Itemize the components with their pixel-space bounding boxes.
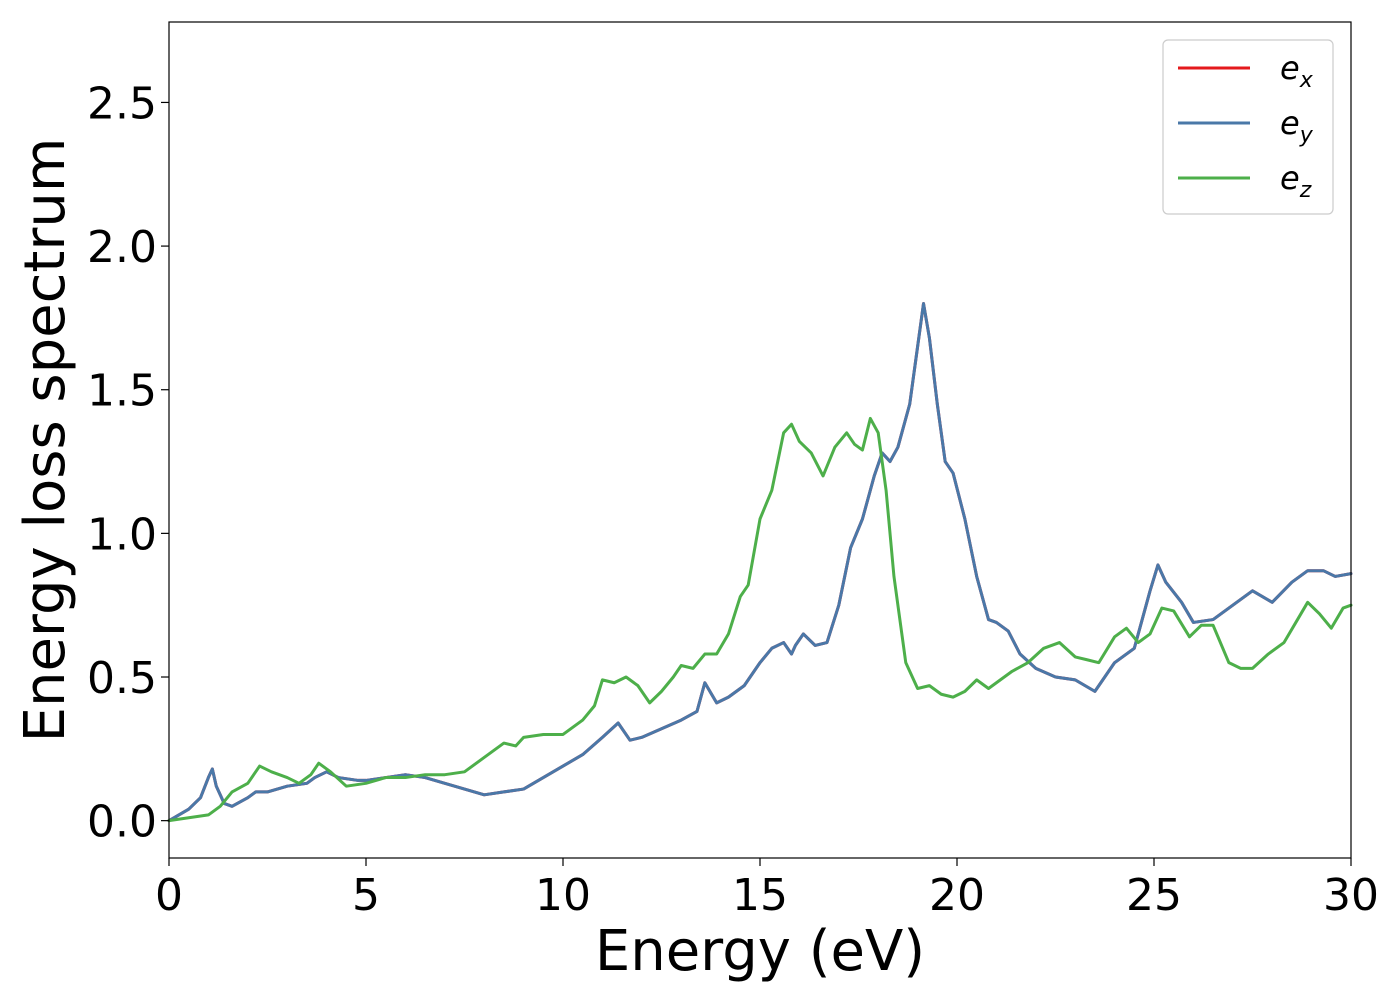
- legend-box: [1162, 39, 1334, 215]
- legend-label-ey: ey: [1280, 104, 1314, 148]
- series-line-ez: [167, 416, 1353, 823]
- x-tick-label: 25: [1126, 870, 1182, 921]
- y-tick-label: 1.5: [87, 366, 157, 417]
- x-tick-label: 30: [1323, 870, 1379, 921]
- y-tick-label: 2.5: [87, 78, 157, 129]
- y-axis-label: Energy loss spectrum: [13, 138, 78, 743]
- x-tick-label: 20: [929, 870, 985, 921]
- legend-label-ez: ez: [1280, 159, 1312, 203]
- legend-entries: ex ey ez: [1178, 49, 1314, 203]
- y-tick-label: 0.0: [87, 797, 157, 848]
- y-tick-label: 1.0: [87, 509, 157, 560]
- x-tick-label: 15: [732, 870, 788, 921]
- x-axis: 0 5 10 15 20 25 30: [155, 858, 1379, 921]
- y-tick-label: 2.0: [87, 222, 157, 273]
- x-tick-label: 5: [352, 870, 380, 921]
- series-line-ey: [167, 302, 1353, 823]
- series-line-ex: [167, 302, 1353, 823]
- legend: ex ey ez: [1162, 39, 1334, 215]
- x-tick-label: 0: [155, 870, 183, 921]
- y-tick-label: 0.5: [87, 653, 157, 704]
- series-layer: [167, 302, 1353, 823]
- x-axis-label: Energy (eV): [595, 919, 925, 984]
- legend-label-ex: ex: [1280, 49, 1314, 93]
- x-tick-label: 10: [535, 870, 591, 921]
- y-axis: 0.0 0.5 1.0 1.5 2.0 2.5: [87, 78, 169, 848]
